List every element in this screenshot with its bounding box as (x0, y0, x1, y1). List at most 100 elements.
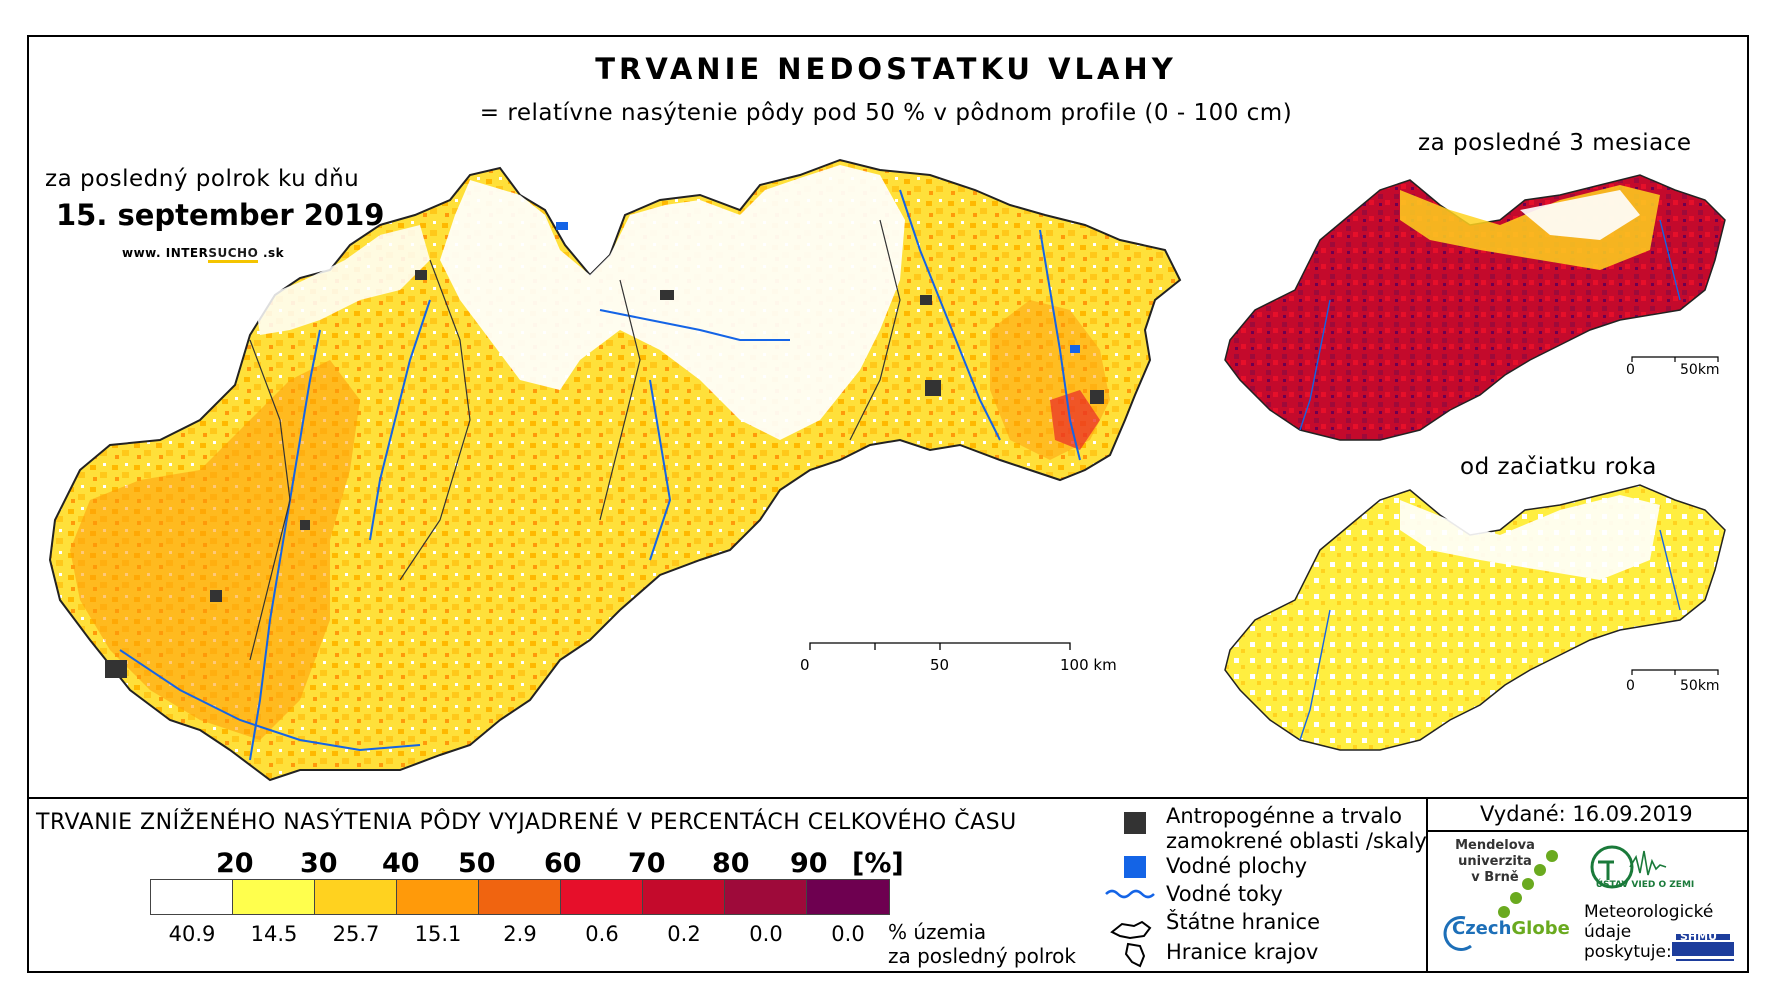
main-map-white-area-west (255, 225, 430, 335)
czechglobe-logo-b: Globe (1511, 918, 1570, 939)
colorbar-swatch (807, 880, 889, 914)
met-provider-text: Meteorologické údaje poskytuje: (1584, 902, 1713, 962)
main-map-region-borders (249, 219, 901, 661)
legend-unit: [%] (852, 848, 904, 879)
main-map-rivers (119, 189, 1081, 761)
inset-3-months-scale-0: 0 (1626, 362, 1635, 378)
legend-percentage: 14.5 (250, 922, 298, 946)
colorbar-swatch (479, 880, 561, 914)
inset-year-scale (1631, 669, 1719, 675)
anthropogenic-swatch (1124, 812, 1146, 834)
legend-threshold: 60 (544, 848, 582, 879)
issued-date: Vydané: 16.09.2019 (1480, 802, 1693, 826)
mendel-logo-line2: univerzita (1458, 854, 1532, 869)
legend-percent-label-line2: za posledný polrok (888, 944, 1076, 968)
main-map-date: 15. september 2019 (56, 198, 385, 232)
main-scale-tick-100: 100 km (1060, 656, 1117, 674)
mendel-logo-text: Mendelova univerzita v Brně (1450, 838, 1540, 886)
legend-threshold: 40 (382, 848, 420, 879)
page-subtitle: = relatívne nasýtenie pôdy pod 50 % v pô… (479, 100, 1293, 126)
colorbar-swatch (643, 880, 725, 914)
key-anthropogenic-line2: zamokrené oblasti /skaly (1166, 829, 1427, 853)
legend-title: TRVANIE ZNÍŽENÉHO NASÝTENIA PÔDY VYJADRE… (36, 810, 1017, 835)
main-map-orange-southwest (70, 360, 360, 740)
czechglobe-arc-icon (1443, 916, 1472, 951)
inset-year-scale-0: 0 (1626, 678, 1635, 694)
legend-vertical-separator (1426, 797, 1428, 973)
inset-3-months-white-north (1520, 190, 1640, 240)
issued-separator (1428, 830, 1749, 832)
colorbar-swatch (397, 880, 479, 914)
legend-percentage: 0.0 (749, 922, 783, 946)
page-title: TRVANIE NEDOSTATKU VLAHY (595, 52, 1177, 86)
key-water-streams: Vodné toky (1166, 882, 1283, 906)
region-border-symbol-icon (1124, 942, 1146, 968)
colorbar-swatch (315, 880, 397, 914)
met-provider-line3: poskytuje: (1584, 942, 1672, 962)
logos (1443, 845, 1734, 961)
legend-percentage: 40.9 (168, 922, 216, 946)
inset-year-white-north (1400, 495, 1660, 580)
inset-year (1224, 484, 1726, 751)
inset-year-scale-50: 50km (1680, 678, 1720, 694)
colorbar-swatch (233, 880, 315, 914)
inset-3-months-scale (1631, 356, 1719, 362)
key-state-border: Štátne hranice (1166, 910, 1320, 934)
met-provider-line1: Meteorologické (1584, 902, 1714, 922)
legend-separator (27, 797, 1749, 799)
czechglobe-logo-a: Czech (1452, 918, 1512, 939)
legend-percentage: 15.1 (414, 922, 462, 946)
ugv-logo-text: ÚSTAV VIED O ZEMI (1595, 880, 1695, 890)
colorbar-swatch (725, 880, 807, 914)
water-bodies-swatch (1124, 856, 1146, 878)
legend-colorbar (150, 879, 890, 915)
main-map-period-label: za posledný polrok ku dňu (45, 166, 360, 192)
legend-percentage: 0.2 (667, 922, 701, 946)
main-map-white-area-north (440, 165, 905, 440)
main-map-scale-bar (809, 642, 1071, 650)
main-map (48, 158, 1182, 782)
main-scale-tick-50: 50 (930, 656, 950, 674)
key-water-bodies: Vodné plochy (1166, 854, 1308, 878)
mendel-dots-icon (1498, 850, 1558, 918)
mendel-logo-line1: Mendelova (1455, 838, 1535, 853)
legend-threshold: 70 (628, 848, 666, 879)
inset-year-rivers (1299, 529, 1681, 741)
legend-threshold: 20 (216, 848, 254, 879)
legend-percent-label-line1: % územia (888, 920, 987, 944)
colorbar-swatch (561, 880, 643, 914)
stream-symbol-icon (1105, 889, 1155, 899)
legend-threshold: 80 (712, 848, 750, 879)
website-suffix: .sk (258, 246, 285, 260)
legend-threshold: 30 (300, 848, 338, 879)
key-anthropogenic-line1: Antropogénne a trvalo (1166, 804, 1402, 828)
mendel-logo-line3: v Brně (1471, 870, 1519, 885)
website-label: www. INTERSUCHO .sk (122, 246, 285, 263)
ugv-logo-icon (1590, 845, 1667, 889)
website-highlight: SUCHO (208, 246, 259, 263)
legend-percentage: 0.0 (831, 922, 865, 946)
inset-3-months-scale-50: 50km (1680, 362, 1720, 378)
key-anthropogenic: Antropogénne a trvalo zamokrené oblasti … (1166, 804, 1427, 854)
inset-3-months-label: za posledné 3 mesiace (1418, 130, 1692, 156)
shmu-logo-text: SHMÚ (1680, 930, 1718, 943)
key-region-border: Hranice krajov (1166, 940, 1319, 964)
main-map-red-east (1050, 390, 1100, 450)
main-scale-tick-0: 0 (800, 656, 810, 674)
shmu-logo-icon (1672, 934, 1734, 961)
legend-threshold: 50 (458, 848, 496, 879)
inset-year-label: od začiatku roka (1460, 454, 1657, 480)
main-map-urban-areas (105, 270, 1104, 678)
website-prefix: www. INTER (122, 246, 209, 260)
key-symbols (1105, 889, 1155, 968)
state-border-symbol-icon (1110, 920, 1152, 940)
legend-threshold: 90 (790, 848, 828, 879)
met-provider-line2: údaje (1584, 922, 1632, 942)
legend-percentage: 25.7 (332, 922, 380, 946)
czechglobe-logo: CzechGlobe (1452, 918, 1570, 939)
legend-percent-label: % územia za posledný polrok (888, 920, 1076, 968)
main-map-water-bodies (556, 222, 1080, 353)
main-map-territory (48, 158, 1182, 782)
inset-3-months (1224, 174, 1726, 441)
